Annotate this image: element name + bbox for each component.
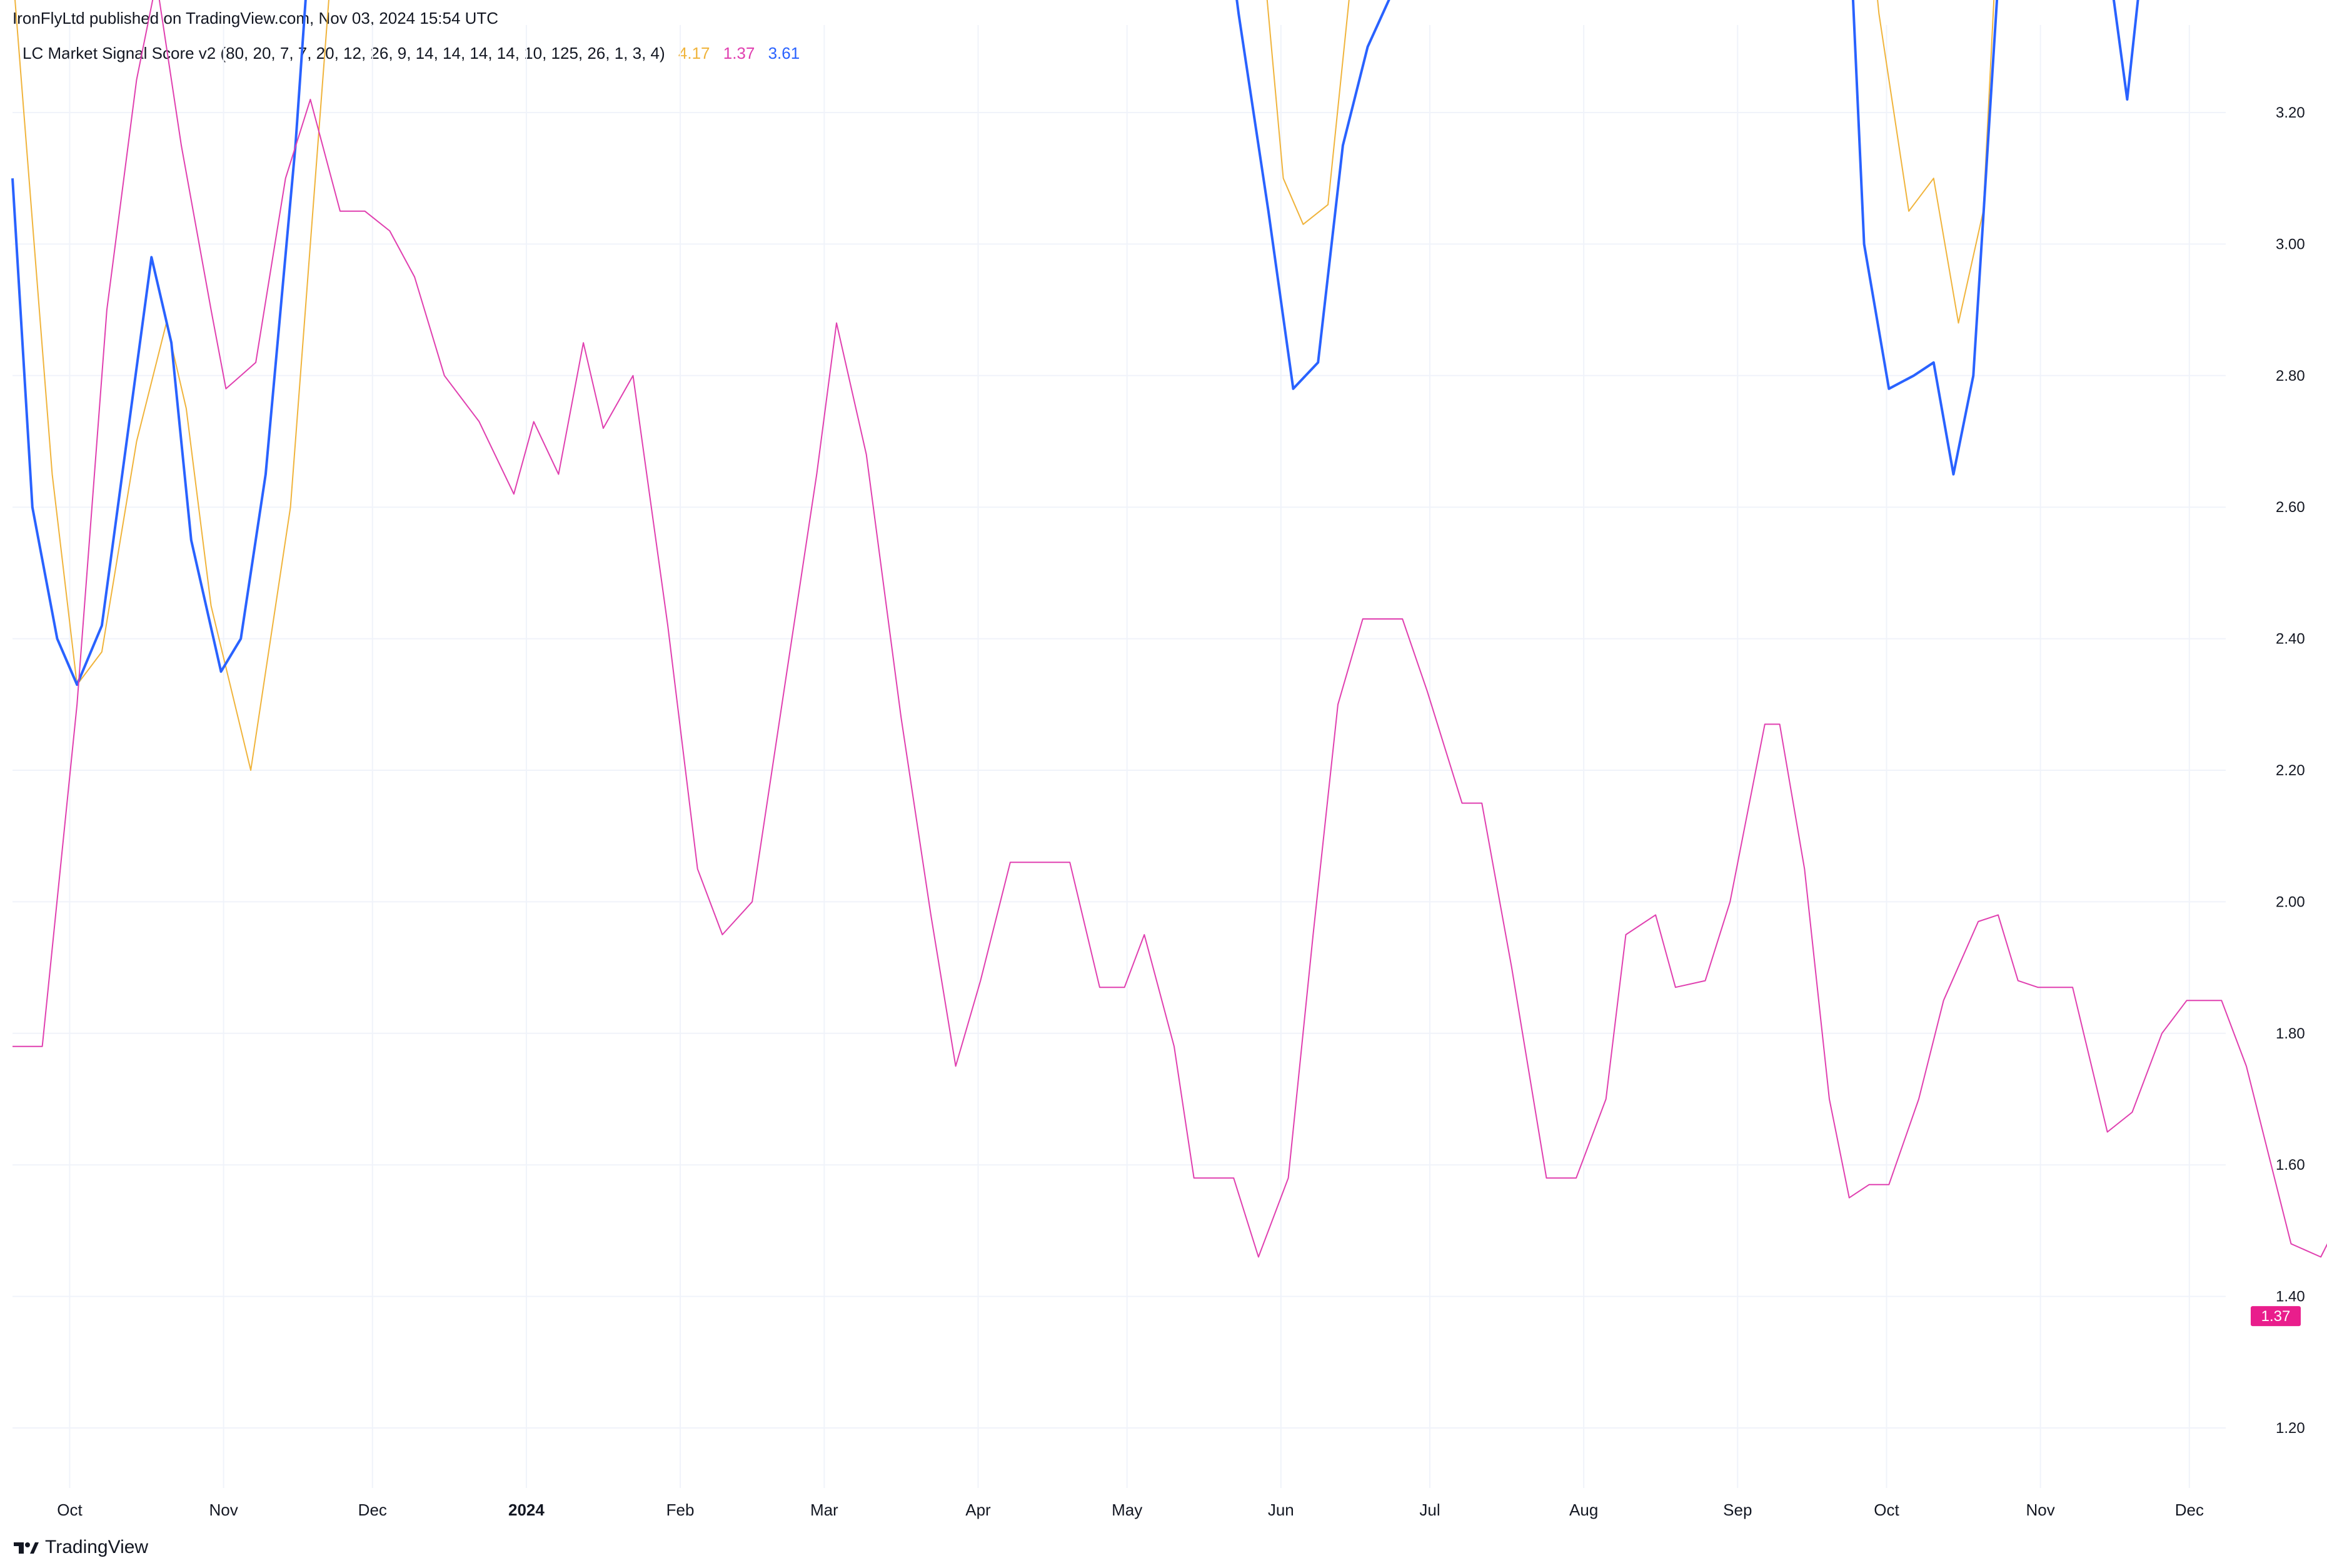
chart-grid	[13, 25, 2226, 1488]
tradingview-brand: TradingView	[45, 1537, 149, 1557]
x-tick-label: Jul	[1419, 1500, 1440, 1519]
x-tick-label: Dec	[358, 1500, 387, 1519]
y-tick-label: 2.60	[2276, 499, 2305, 516]
x-tick-label: Jun	[1268, 1500, 1294, 1519]
tradingview-logo-icon	[14, 1542, 39, 1554]
y-tick-label: 1.60	[2276, 1157, 2305, 1173]
y-tick-label: 2.40	[2276, 631, 2305, 648]
last-value-labels: 4.173.611.37	[2251, 1306, 2301, 1327]
x-tick-label: Oct	[57, 1500, 83, 1519]
y-tick-label: 1.40	[2276, 1289, 2305, 1305]
last-value-text: 1.37	[2261, 1308, 2291, 1325]
time-axis: Oct Nov Dec 2024 Feb Mar Apr May Jun Jul Aug Sep Oct…	[57, 1500, 2204, 1519]
y-tick-label: 1.80	[2276, 1025, 2305, 1042]
tradingview-logo[interactable]: TradingView	[14, 1537, 148, 1558]
y-tick-label: 2.20	[2276, 762, 2305, 779]
legend-value-blue: 3.61	[768, 44, 800, 63]
y-tick-label: 1.20	[2276, 1420, 2305, 1437]
series-line-1	[11, 0, 2139, 686]
x-tick-label: Feb	[666, 1500, 695, 1519]
y-tick-label: 2.00	[2276, 893, 2305, 910]
chart-series	[11, 0, 2327, 1258]
publisher-header: IronFlyLtd published on TradingView.com,…	[13, 9, 499, 28]
legend-value-pink: 1.37	[723, 44, 755, 63]
y-tick-label: 2.80	[2276, 368, 2305, 384]
series-line-0	[14, 0, 1995, 771]
x-tick-label: Dec	[2175, 1500, 2204, 1519]
last-value-badge	[2251, 1306, 2301, 1327]
x-tick-label: Sep	[1723, 1500, 1752, 1519]
legend-value-orange: 4.17	[678, 44, 710, 63]
x-tick-label: Apr	[965, 1500, 991, 1519]
x-tick-label: 2024	[508, 1500, 545, 1519]
indicator-title: LC Market Signal Score v2 (80, 20, 7, 7,…	[23, 44, 665, 63]
price-axis: 5.405.205.004.804.604.404.204.003.803.60…	[2276, 104, 2305, 1437]
indicator-legend[interactable]: LC Market Signal Score v2 (80, 20, 7, 7,…	[23, 44, 800, 63]
x-tick-label: May	[1112, 1500, 1142, 1519]
x-tick-label: Nov	[2026, 1500, 2055, 1519]
y-tick-label: 3.00	[2276, 236, 2305, 253]
x-tick-label: Nov	[209, 1500, 238, 1519]
y-tick-label: 3.20	[2276, 104, 2305, 121]
series-line-2	[13, 0, 2327, 1258]
x-tick-label: Aug	[1569, 1500, 1598, 1519]
x-tick-label: Mar	[810, 1500, 838, 1519]
x-tick-label: Oct	[1874, 1500, 1899, 1519]
